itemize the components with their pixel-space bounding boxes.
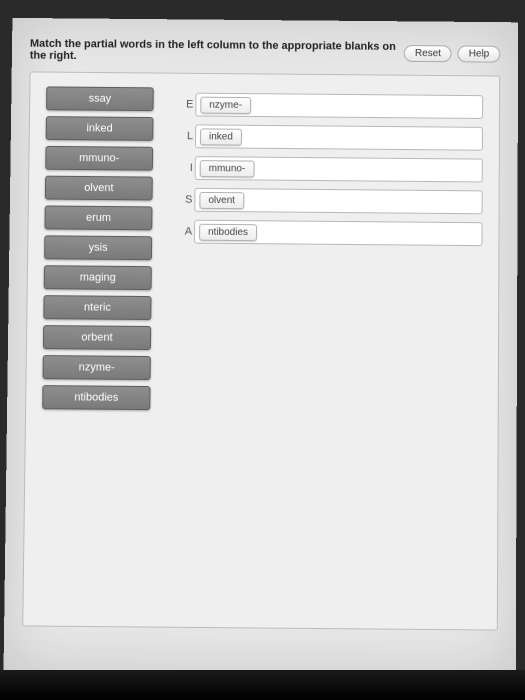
instruction-text: Match the partial words in the left colu… — [30, 38, 404, 65]
tile-nzyme[interactable]: nzyme- — [43, 355, 151, 380]
top-buttons: Reset Help — [404, 45, 500, 63]
prefix-letter: A — [182, 226, 194, 238]
prefix-letter: L — [183, 130, 195, 142]
tile-inked[interactable]: inked — [46, 116, 154, 141]
drop-slot[interactable]: ntibodies — [194, 220, 483, 246]
tile-maging[interactable]: maging — [44, 265, 152, 290]
tile-erum[interactable]: erum — [44, 205, 152, 230]
reset-button[interactable]: Reset — [404, 45, 452, 62]
filled-chip-nzyme[interactable]: nzyme- — [200, 96, 251, 113]
prefix-letter: I — [183, 162, 195, 174]
drop-slot[interactable]: nzyme- — [195, 93, 483, 119]
slot-row-linked: L inked — [183, 123, 483, 151]
header-row: Match the partial words in the left colu… — [30, 38, 501, 66]
filled-chip-olvent[interactable]: olvent — [199, 191, 244, 208]
source-column: ssay inked mmuno- olvent erum ysis magin… — [42, 86, 154, 410]
slot-row-immuno: I mmuno- — [183, 155, 483, 183]
exercise-panel: ssay inked mmuno- olvent erum ysis magin… — [22, 71, 500, 630]
drop-slot[interactable]: mmuno- — [195, 156, 483, 182]
device-bezel — [0, 670, 525, 700]
help-button[interactable]: Help — [458, 45, 500, 62]
slot-row-antibodies: A ntibodies — [182, 219, 483, 248]
app-screen: Match the partial words in the left colu… — [4, 18, 519, 674]
tile-ysis[interactable]: ysis — [44, 235, 152, 260]
drop-slot[interactable]: olvent — [194, 188, 482, 214]
filled-chip-inked[interactable]: inked — [200, 128, 242, 145]
filled-chip-mmuno[interactable]: mmuno- — [200, 160, 255, 177]
tile-olvent[interactable]: olvent — [45, 176, 153, 201]
tile-nteric[interactable]: nteric — [43, 295, 151, 320]
tile-orbent[interactable]: orbent — [43, 325, 151, 350]
drop-slot[interactable]: inked — [195, 124, 483, 150]
filled-chip-ntibodies[interactable]: ntibodies — [199, 223, 257, 240]
slot-row-solvent: S olvent — [182, 187, 482, 215]
prefix-letter: S — [182, 194, 194, 206]
tile-ntibodies[interactable]: ntibodies — [42, 385, 150, 410]
target-column: E nzyme- L inked I mmuno- — [180, 92, 483, 413]
tile-ssay[interactable]: ssay — [46, 86, 154, 111]
prefix-letter: E — [183, 99, 195, 111]
tile-mmuno[interactable]: mmuno- — [45, 146, 153, 171]
columns: ssay inked mmuno- olvent erum ysis magin… — [42, 86, 483, 413]
slot-row-enzyme: E nzyme- — [183, 92, 483, 120]
